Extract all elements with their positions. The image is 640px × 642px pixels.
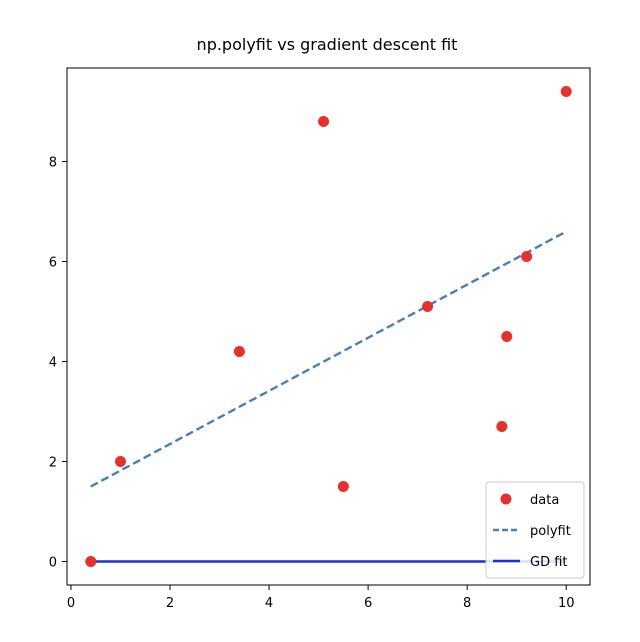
x-tick-label: 6 xyxy=(364,596,372,611)
data-point xyxy=(114,456,126,467)
plot-frame xyxy=(66,67,591,586)
data-point xyxy=(521,251,533,262)
y-tick-label: 6 xyxy=(49,256,57,271)
legend-label-data: data xyxy=(530,493,559,508)
x-tick-label: 8 xyxy=(463,596,471,611)
x-tick-label: 0 xyxy=(67,596,75,611)
x-tick-label: 4 xyxy=(265,596,273,611)
y-tick-label: 2 xyxy=(49,456,57,471)
data-point xyxy=(501,331,513,342)
axes: 0 2 4 6 8 10 0 2 4 6 8 xyxy=(49,67,591,611)
data-point xyxy=(422,301,434,312)
legend-label-polyfit: polyfit xyxy=(530,524,571,539)
chart-title: np.polyfit vs gradient descent fit xyxy=(197,35,458,54)
data-point xyxy=(233,346,245,357)
legend-box xyxy=(485,481,585,579)
y-tick-label: 4 xyxy=(49,356,57,371)
y-tick-label: 8 xyxy=(49,156,57,171)
legend: data polyfit GD fit xyxy=(485,481,585,579)
data-point xyxy=(318,116,330,127)
x-tick-label: 2 xyxy=(166,596,174,611)
y-tick-label: 0 xyxy=(49,556,57,571)
x-tick-label: 10 xyxy=(558,596,575,611)
data-point xyxy=(85,556,97,567)
data-point xyxy=(496,421,508,432)
data-point xyxy=(560,86,572,97)
legend-marker-data xyxy=(500,493,512,505)
plot-area xyxy=(85,86,572,567)
legend-label-gd-fit: GD fit xyxy=(530,555,568,570)
series-line-polyfit xyxy=(90,230,567,488)
data-point xyxy=(337,481,349,492)
